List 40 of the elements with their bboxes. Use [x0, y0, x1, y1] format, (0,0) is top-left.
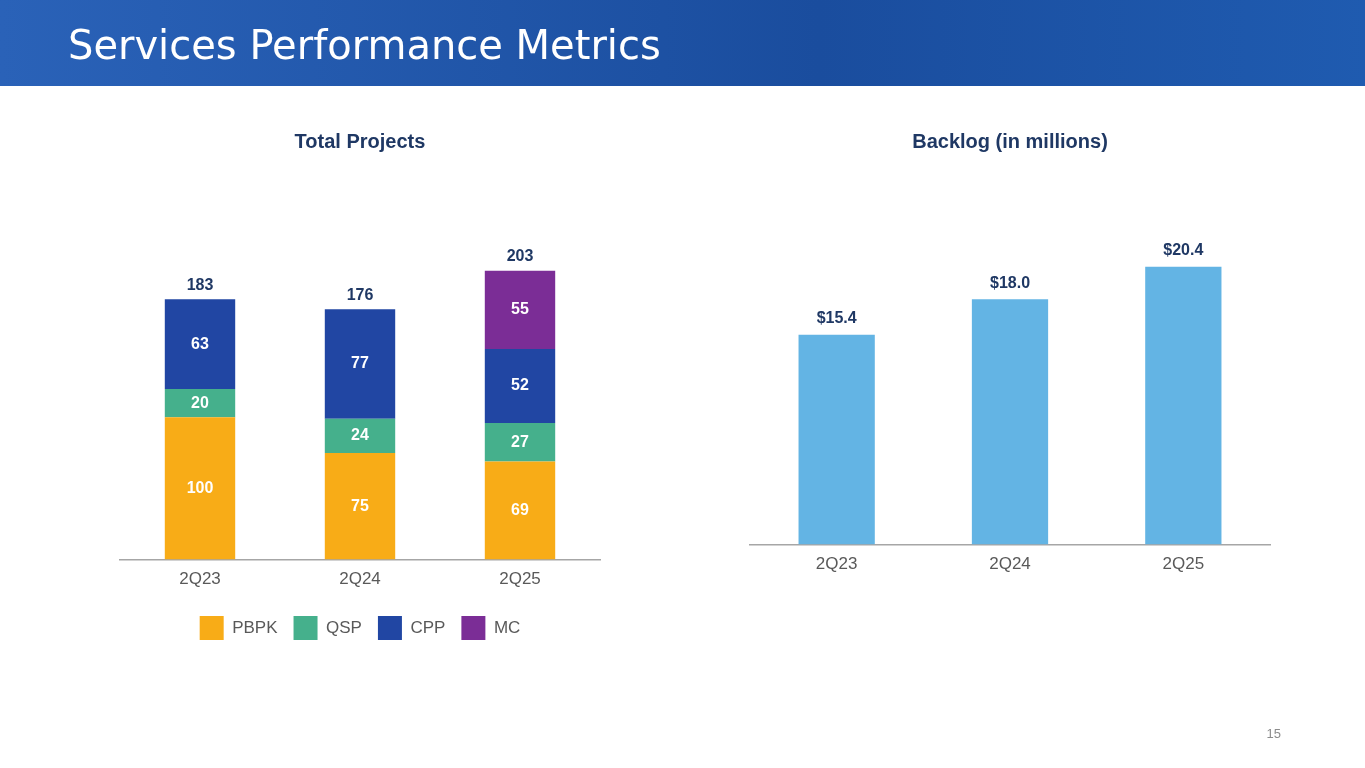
bar [164, 299, 236, 389]
data-label: 77 [351, 354, 369, 372]
data-label: 52 [511, 376, 529, 394]
data-label: 69 [511, 500, 529, 518]
bar [164, 388, 236, 418]
legend-label: MC [493, 617, 521, 637]
data-label: $20.4 [1163, 241, 1204, 259]
total-label: 203 [506, 247, 534, 265]
legend-label: CPP [410, 617, 446, 637]
bar [484, 461, 556, 560]
chart-title: Backlog (in millions) [912, 129, 1108, 152]
text: 15 [1266, 726, 1281, 741]
bar [164, 417, 236, 560]
data-label: 24 [351, 426, 369, 444]
data-label: 63 [191, 334, 209, 352]
data-label: 75 [351, 496, 369, 514]
bar [324, 418, 396, 453]
data-label: 20 [191, 393, 209, 411]
x-tick-label: 2Q24 [339, 569, 381, 589]
x-tick-label: 2Q25 [1162, 554, 1205, 574]
legend-label: QSP [326, 617, 362, 637]
bar [324, 452, 396, 560]
data-label: 27 [511, 432, 529, 450]
bar [484, 349, 556, 424]
total-label: 183 [186, 275, 214, 293]
bar [484, 270, 556, 350]
data-label: 100 [186, 478, 214, 496]
data-label: 55 [511, 300, 529, 318]
text: Services Performance Metrics [68, 22, 661, 68]
x-tick-label: 2Q23 [815, 554, 858, 574]
total-label: 176 [346, 285, 374, 303]
legend-label: PBPK [232, 617, 279, 637]
data-label: $15.4 [816, 309, 857, 327]
x-tick-label: 2Q24 [989, 554, 1031, 574]
data-label: $18.0 [989, 273, 1031, 291]
bar [324, 309, 396, 419]
bar [484, 423, 556, 462]
x-tick-label: 2Q23 [179, 569, 221, 589]
chart-title: Total Projects [294, 129, 426, 152]
x-tick-label: 2Q25 [499, 569, 541, 589]
